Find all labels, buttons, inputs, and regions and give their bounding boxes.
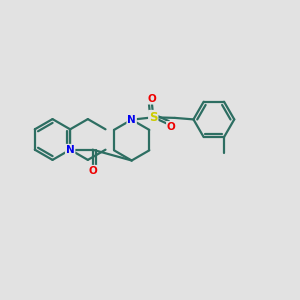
Text: O: O [147,94,156,104]
Text: O: O [88,166,97,176]
Text: O: O [167,122,176,132]
Text: N: N [66,145,74,155]
Text: S: S [149,111,158,124]
Text: N: N [127,115,136,125]
